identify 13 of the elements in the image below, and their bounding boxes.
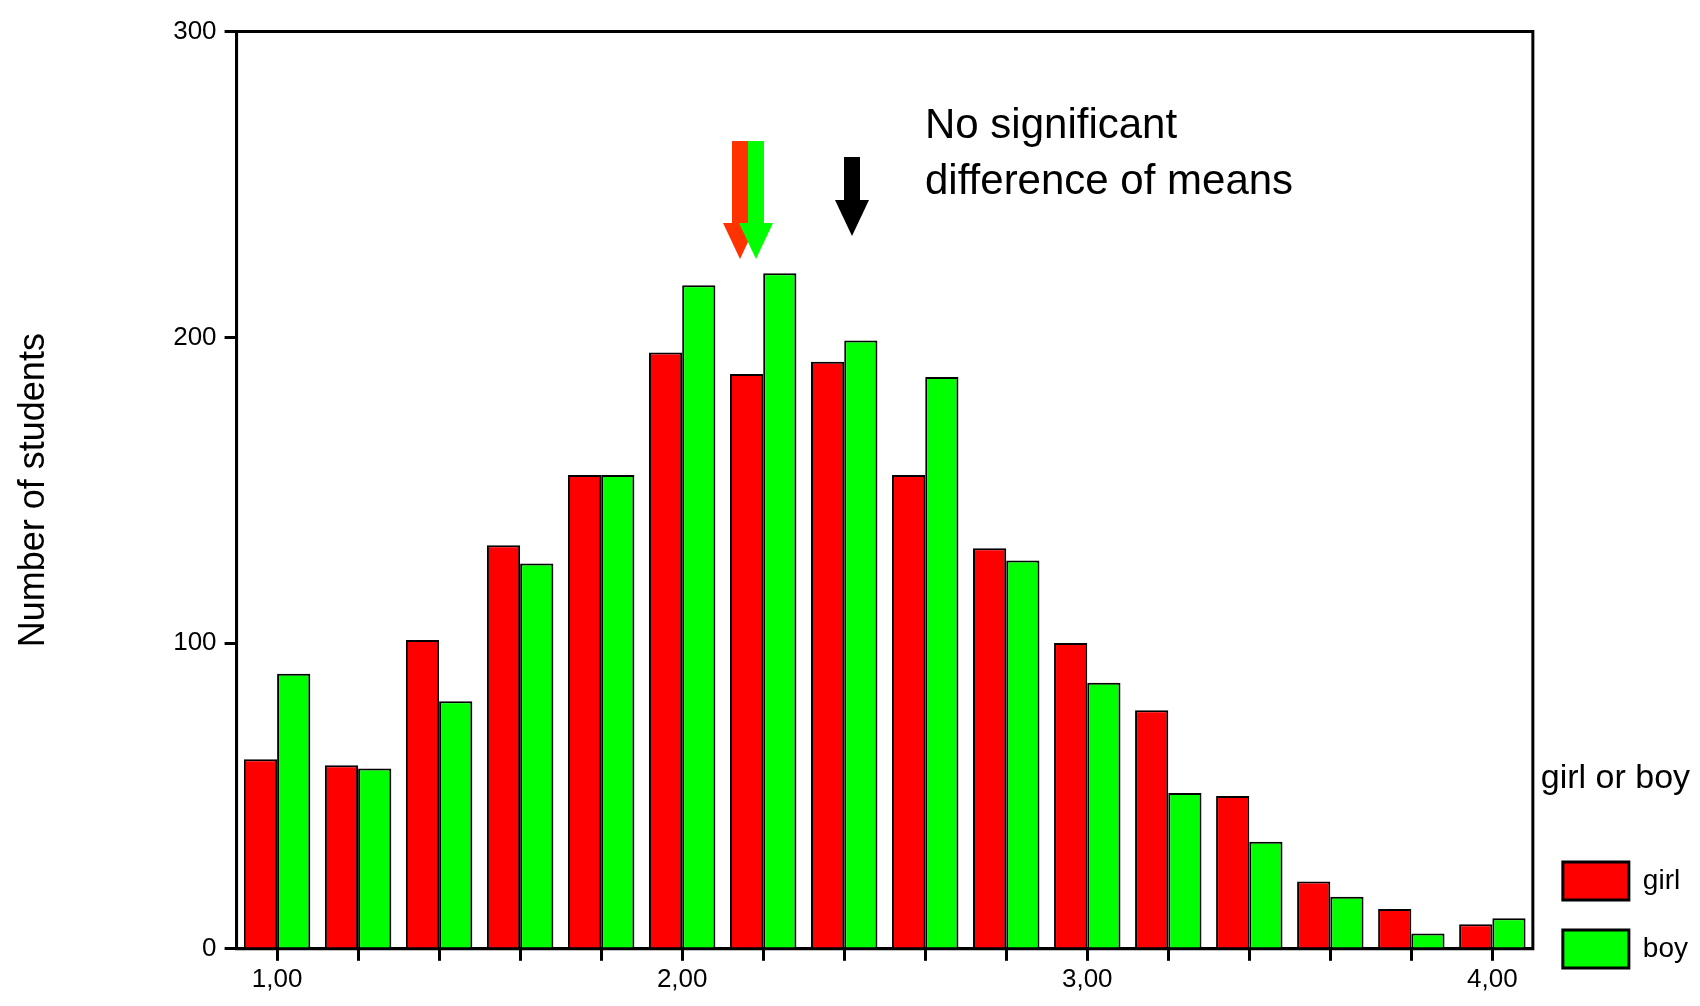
annotation: No significant difference of means: [925, 99, 1295, 205]
y-tick-label: 200: [173, 320, 217, 351]
legend-title: girl or boy: [1540, 756, 1691, 795]
y-tick-label: 300: [173, 14, 217, 45]
y-tick-label: 0: [202, 931, 217, 962]
legend-label: girl: [1642, 863, 1681, 895]
x-tick-label: 2,00: [656, 962, 708, 993]
x-tick-label: 3,00: [1061, 962, 1113, 993]
x-tick-label: 4,00: [1467, 962, 1518, 993]
x-tick-label: 1,00: [251, 962, 303, 993]
legend-label: boy: [1642, 931, 1689, 963]
y-tick-label: 100: [173, 626, 217, 657]
y-axis-title: Number of students: [10, 333, 52, 648]
